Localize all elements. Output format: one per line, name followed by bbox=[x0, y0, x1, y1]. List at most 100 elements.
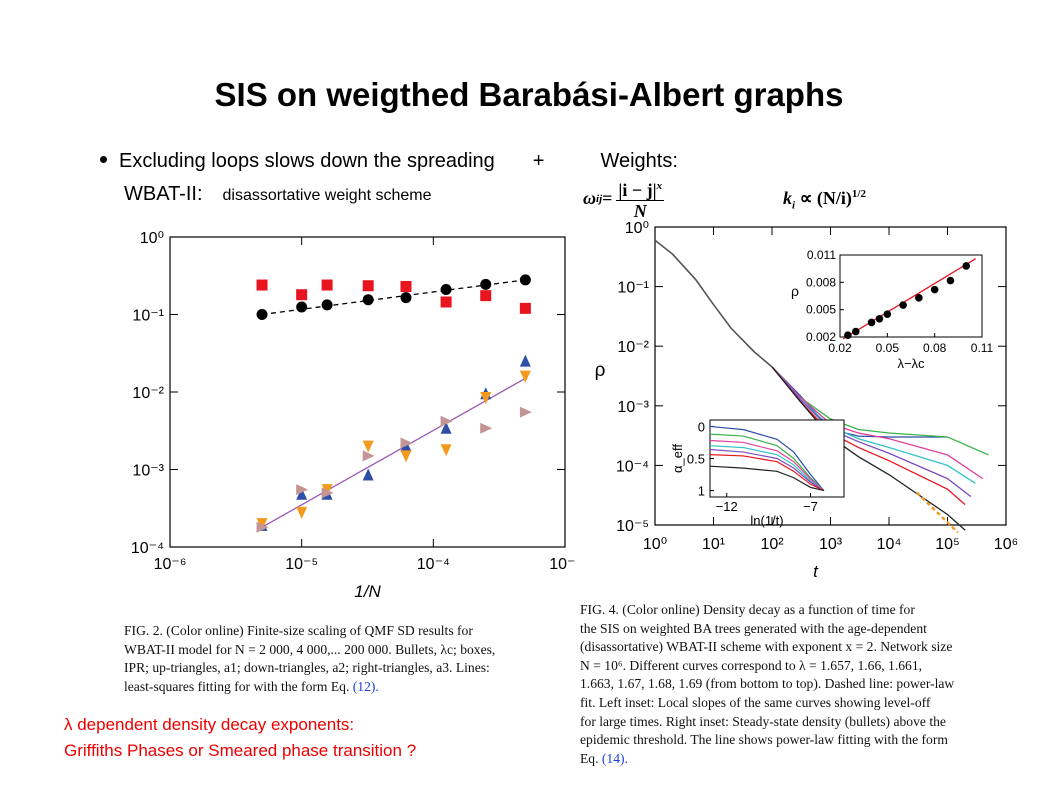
inset-x-tick-label: 0.11 bbox=[971, 341, 994, 355]
caption-line: 1.663, 1.67, 1.68, 1.69 (from bottom to … bbox=[580, 676, 955, 692]
x-tick-label: 10⁻⁴ bbox=[417, 556, 450, 573]
inset-y-axis-label: ρ bbox=[791, 283, 799, 299]
shared-decay-curve bbox=[654, 239, 773, 368]
inset-y-tick-label: 1 bbox=[698, 484, 705, 499]
caption-line: FIG. 4. (Color online) Density decay as … bbox=[580, 602, 915, 617]
caption-line: FIG. 2. (Color online) Finite-size scali… bbox=[124, 623, 473, 638]
x-axis-label: 1/N bbox=[354, 582, 381, 601]
equation-link[interactable]: (12). bbox=[352, 678, 379, 694]
bullet-point bbox=[321, 299, 333, 311]
formula2-rest: ∝ (N/i) bbox=[795, 188, 852, 208]
inset-bullet-point bbox=[851, 327, 860, 336]
y-tick-label: 10⁻² bbox=[617, 339, 649, 356]
down-triangle-point bbox=[440, 444, 452, 457]
slide-title: SIS on weigthed Barabási-Albert graphs bbox=[214, 76, 844, 113]
caption-line: WBAT-II model for N = 2 000, 4 000,... 2… bbox=[124, 641, 496, 657]
formula-omega: ω bbox=[583, 188, 597, 208]
y-axis-label: ρ bbox=[595, 360, 606, 381]
fig2-chart: 10⁻⁶ 10⁻⁵ 10⁻⁴ 10⁻³ 10⁰ 10⁻¹ 10⁻² 10⁻³ 10⁻⁴ 1/N bbox=[131, 230, 575, 601]
equation-link[interactable]: (14). bbox=[601, 750, 628, 766]
bullet-point bbox=[296, 301, 308, 313]
inset-y-tick-label: 0.002 bbox=[806, 330, 836, 344]
inset-y-tick-label: 0.005 bbox=[806, 303, 836, 317]
up-triangle-point bbox=[440, 421, 452, 434]
inset-bullet-point bbox=[867, 318, 876, 327]
wbat-label: WBAT-II: bbox=[124, 183, 203, 205]
fig4-caption: FIG. 4. (Color online) Density decay as … bbox=[580, 601, 1040, 768]
caption-line: (disassortative) WBAT-II scheme with exp… bbox=[580, 639, 953, 655]
inset-x-axis-label: λ−λc bbox=[897, 356, 925, 371]
box-point bbox=[440, 296, 452, 308]
power-law-fit bbox=[916, 491, 959, 534]
down-triangle-point bbox=[362, 440, 374, 453]
box-point bbox=[296, 289, 308, 301]
right-triangle-point bbox=[440, 415, 453, 427]
inset-y-axis-label: α_eff bbox=[670, 444, 685, 473]
y-tick-label: 10⁻² bbox=[132, 385, 164, 402]
bullet-point bbox=[400, 292, 412, 304]
degree-formula: ki ∝ (N/i)1/2 bbox=[783, 188, 866, 212]
formula-numerator: |i − j| bbox=[618, 180, 657, 200]
inset-y-tick-label: 0.008 bbox=[806, 275, 836, 289]
up-triangle-point bbox=[296, 487, 308, 500]
weights-label: Weights: bbox=[600, 150, 678, 172]
box-point bbox=[256, 279, 268, 291]
x-tick-label: 10⁴ bbox=[877, 536, 902, 553]
formula2-sub: i bbox=[792, 199, 796, 212]
bullet-line: Excluding loops slows down the spreading… bbox=[100, 150, 678, 173]
right-triangle-point bbox=[362, 450, 375, 462]
x-tick-label: 10⁻³ bbox=[549, 556, 575, 573]
y-tick-label: 10⁻³ bbox=[132, 463, 164, 480]
up-triangle-point bbox=[362, 468, 374, 481]
down-triangle-point bbox=[400, 450, 412, 463]
inset-fit-line bbox=[842, 258, 977, 340]
inset-bullet-point bbox=[946, 276, 955, 285]
inset-x-tick-label: −7 bbox=[803, 499, 818, 514]
bullet-text: Excluding loops slows down the spreading bbox=[119, 150, 495, 172]
bullet-point bbox=[440, 284, 452, 296]
inset-y-tick-label: 0 bbox=[698, 419, 705, 434]
remark-line-1: λ dependent density decay exponents: bbox=[64, 715, 355, 734]
inset-bullet-point bbox=[883, 310, 892, 319]
inset-x-tick-label: 0.02 bbox=[828, 341, 852, 355]
inset-bullet-point bbox=[915, 294, 923, 302]
y-tick-label: 10⁻⁴ bbox=[616, 458, 649, 475]
y-tick-label: 10⁰ bbox=[625, 220, 649, 237]
right-triangle-point bbox=[519, 406, 532, 418]
bullet-point bbox=[256, 309, 268, 320]
caption-line: IPR; up-triangles, a1; down-triangles, a… bbox=[124, 660, 490, 676]
bullet-point bbox=[480, 278, 492, 290]
y-tick-label: 10⁰ bbox=[140, 230, 164, 247]
local-slope-curve bbox=[709, 425, 825, 491]
x-tick-label: 10³ bbox=[819, 536, 843, 553]
caption-line: epidemic threshold. The line shows power… bbox=[580, 732, 948, 748]
inset-x-tick-label: 0.08 bbox=[923, 341, 947, 355]
density-curve bbox=[771, 366, 966, 531]
box-point bbox=[480, 290, 492, 302]
inset-x-tick-label: 0.05 bbox=[876, 341, 900, 355]
formula2-k: k bbox=[783, 188, 792, 208]
remark: λ dependent density decay exponents: Gri… bbox=[64, 712, 416, 764]
x-tick-label: 10⁻⁵ bbox=[285, 556, 318, 573]
fit-line bbox=[261, 377, 526, 528]
wbat-line: WBAT-II: disassortative weight scheme bbox=[124, 183, 432, 206]
bullet-point bbox=[519, 274, 531, 286]
down-triangle-point bbox=[519, 370, 531, 383]
box-point bbox=[519, 302, 531, 314]
caption-line: least-squares fitting for with the form … bbox=[124, 678, 564, 697]
inset-bullet-point bbox=[962, 262, 971, 270]
right-triangle-point bbox=[296, 484, 309, 496]
x-tick-label: 10⁰ bbox=[643, 536, 667, 553]
formula2-sup: 1/2 bbox=[851, 188, 866, 200]
x-axis-label: t bbox=[813, 562, 819, 581]
local-slope-curve bbox=[709, 465, 825, 492]
caption-text: least-squares fitting for with the form … bbox=[124, 678, 350, 694]
local-slope-curve bbox=[709, 439, 825, 492]
caption-line: for large times. Right inset: Steady-sta… bbox=[580, 713, 946, 729]
y-tick-label: 10⁻³ bbox=[617, 399, 649, 416]
fig4-chart: 10⁰ 10¹ 10² 10³ 10⁴ 10⁵ 10⁶ 10⁰ 10⁻¹ 10⁻² 10⁻³ 10⁻⁴… bbox=[595, 220, 1019, 581]
y-tick-label: 10⁻¹ bbox=[132, 308, 164, 325]
inset-bullet-point bbox=[899, 301, 907, 309]
inset-bullet-point bbox=[844, 331, 852, 339]
inset-bullet-point bbox=[875, 314, 884, 323]
